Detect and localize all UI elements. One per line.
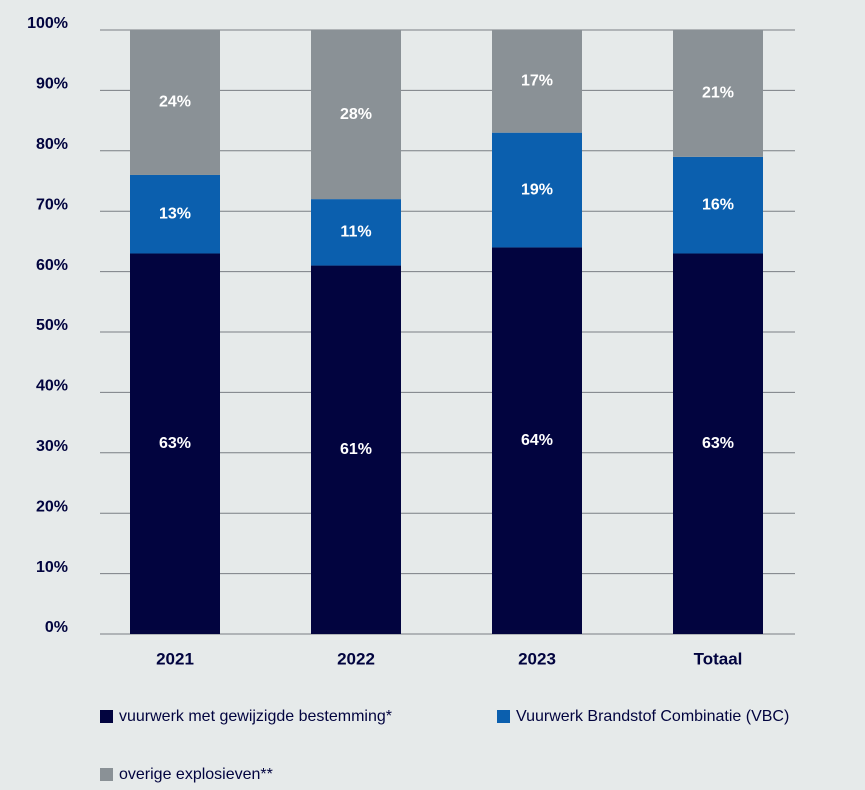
value-label: 61% [340, 441, 372, 458]
x-tick-label: 2022 [337, 649, 375, 668]
y-tick-label: 90% [36, 76, 68, 93]
value-label: 11% [340, 224, 371, 241]
value-label: 63% [702, 435, 734, 452]
bar-segment [130, 174, 220, 254]
value-label: 13% [159, 205, 191, 222]
bar-segment [492, 247, 582, 634]
value-label: 17% [521, 73, 553, 90]
value-label: 19% [521, 181, 553, 198]
x-tick-label: Totaal [694, 649, 743, 668]
y-tick-label: 60% [36, 257, 68, 274]
bar-segment [673, 30, 763, 157]
bar-segment [673, 156, 763, 254]
x-tick-label: 2021 [156, 649, 194, 668]
bar-segment [130, 30, 220, 175]
value-label: 64% [521, 432, 553, 449]
y-tick-label: 0% [45, 619, 68, 636]
value-label: 63% [159, 435, 191, 452]
y-tick-label: 80% [36, 136, 68, 153]
y-tick-label: 100% [27, 15, 68, 32]
legend-swatch [497, 710, 510, 723]
y-tick-label: 20% [36, 498, 68, 515]
y-tick-label: 70% [36, 196, 68, 213]
value-label: 28% [340, 106, 372, 123]
bar-segment [130, 253, 220, 635]
legend-swatch [100, 710, 113, 723]
y-tick-label: 10% [36, 559, 68, 576]
y-tick-label: 50% [36, 317, 68, 334]
bar-segment [673, 253, 763, 635]
legend-label: vuurwerk met gewijzigde bestemming* [119, 708, 392, 725]
value-label: 21% [702, 85, 734, 102]
bar-segment [311, 199, 401, 266]
value-label: 24% [159, 94, 191, 111]
bar-segment [311, 30, 401, 200]
y-tick-label: 40% [36, 378, 68, 395]
legend-swatch [100, 768, 113, 781]
legend-label: Vuurwerk Brandstof Combinatie (VBC) [516, 708, 789, 725]
bar-segment [492, 132, 582, 248]
y-tick-label: 30% [36, 438, 68, 455]
legend-label: overige explosieven** [119, 766, 273, 783]
value-label: 16% [702, 196, 734, 213]
bar-segment [311, 265, 401, 634]
bar-segment [492, 30, 582, 133]
x-tick-label: 2023 [518, 649, 556, 668]
